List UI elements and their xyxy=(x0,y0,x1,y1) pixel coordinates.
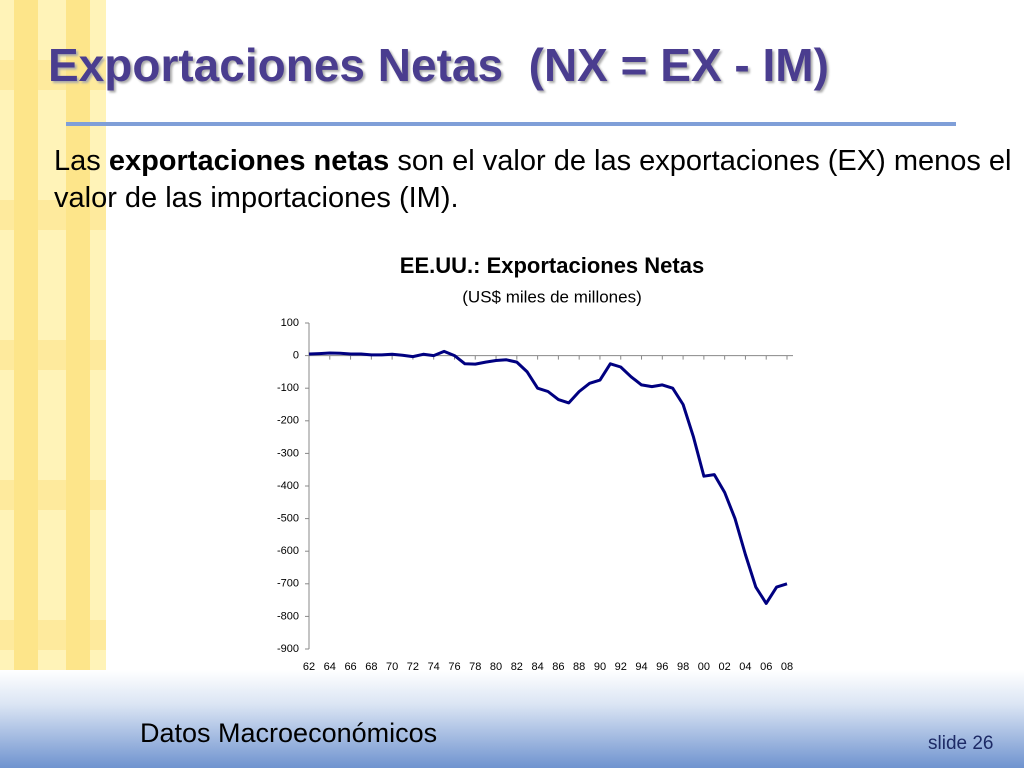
x-tick-label: 76 xyxy=(448,661,460,670)
x-tick-label: 66 xyxy=(344,661,356,670)
x-tick-label: 78 xyxy=(469,661,481,670)
body-text: Las exportaciones netas son el valor de … xyxy=(54,143,1014,217)
y-tick-label: -400 xyxy=(277,480,299,492)
y-tick-label: 0 xyxy=(293,350,299,362)
x-tick-label: 80 xyxy=(490,661,502,670)
text: son el valor de las exportaciones (EX) m… xyxy=(54,145,1012,214)
bold-text: exportaciones netas xyxy=(108,145,390,177)
x-tick-label: 68 xyxy=(365,661,377,670)
x-tick-label: 00 xyxy=(698,661,710,670)
slide-title: Exportaciones Netas (NX = EX - IM) xyxy=(48,39,829,91)
data-line xyxy=(308,349,788,605)
x-tick-label: 64 xyxy=(324,661,336,670)
x-tick-label: 98 xyxy=(677,661,689,670)
chart-title: EE.UU.: Exportaciones Netas xyxy=(400,253,704,278)
y-tick-label: -700 xyxy=(277,578,299,590)
y-tick-label: -100 xyxy=(277,382,299,394)
y-tick-label: -800 xyxy=(277,610,299,622)
y-tick-label: -900 xyxy=(277,643,299,655)
x-tick-label: 08 xyxy=(781,661,793,670)
x-tick-label: 84 xyxy=(531,661,543,670)
x-tick-label: 04 xyxy=(739,661,751,670)
x-tick-label: 90 xyxy=(594,661,606,670)
text: Las xyxy=(54,145,101,177)
x-tick-label: 72 xyxy=(407,661,419,670)
x-tick-label: 94 xyxy=(635,661,647,670)
footer-text: Datos Macroeconómicos xyxy=(140,718,438,748)
chart: EE.UU.: Exportaciones Netas (US$ miles d… xyxy=(277,253,793,670)
y-tick-label: -300 xyxy=(277,447,299,459)
slide-number: slide 26 xyxy=(928,733,994,754)
x-tick-label: 70 xyxy=(386,661,398,670)
x-tick-label: 86 xyxy=(552,661,564,670)
x-tick-label: 74 xyxy=(428,661,440,670)
x-tick-label: 82 xyxy=(511,661,523,670)
x-tick-label: 88 xyxy=(573,661,585,670)
x-tick-label: 92 xyxy=(615,661,627,670)
x-tick-label: 96 xyxy=(656,661,668,670)
y-tick-label: -600 xyxy=(277,545,299,557)
x-tick-label: 62 xyxy=(303,661,315,670)
decorative-stripe xyxy=(0,0,106,768)
x-tick-label: 02 xyxy=(719,661,731,670)
y-tick-label: -500 xyxy=(277,513,299,525)
chart-subtitle: (US$ miles de millones) xyxy=(462,287,642,306)
x-tick-label: 06 xyxy=(760,661,772,670)
y-tick-label: -200 xyxy=(277,415,299,427)
title-rule xyxy=(66,122,956,126)
footer-band xyxy=(0,670,1024,768)
y-tick-label: 100 xyxy=(281,317,299,329)
